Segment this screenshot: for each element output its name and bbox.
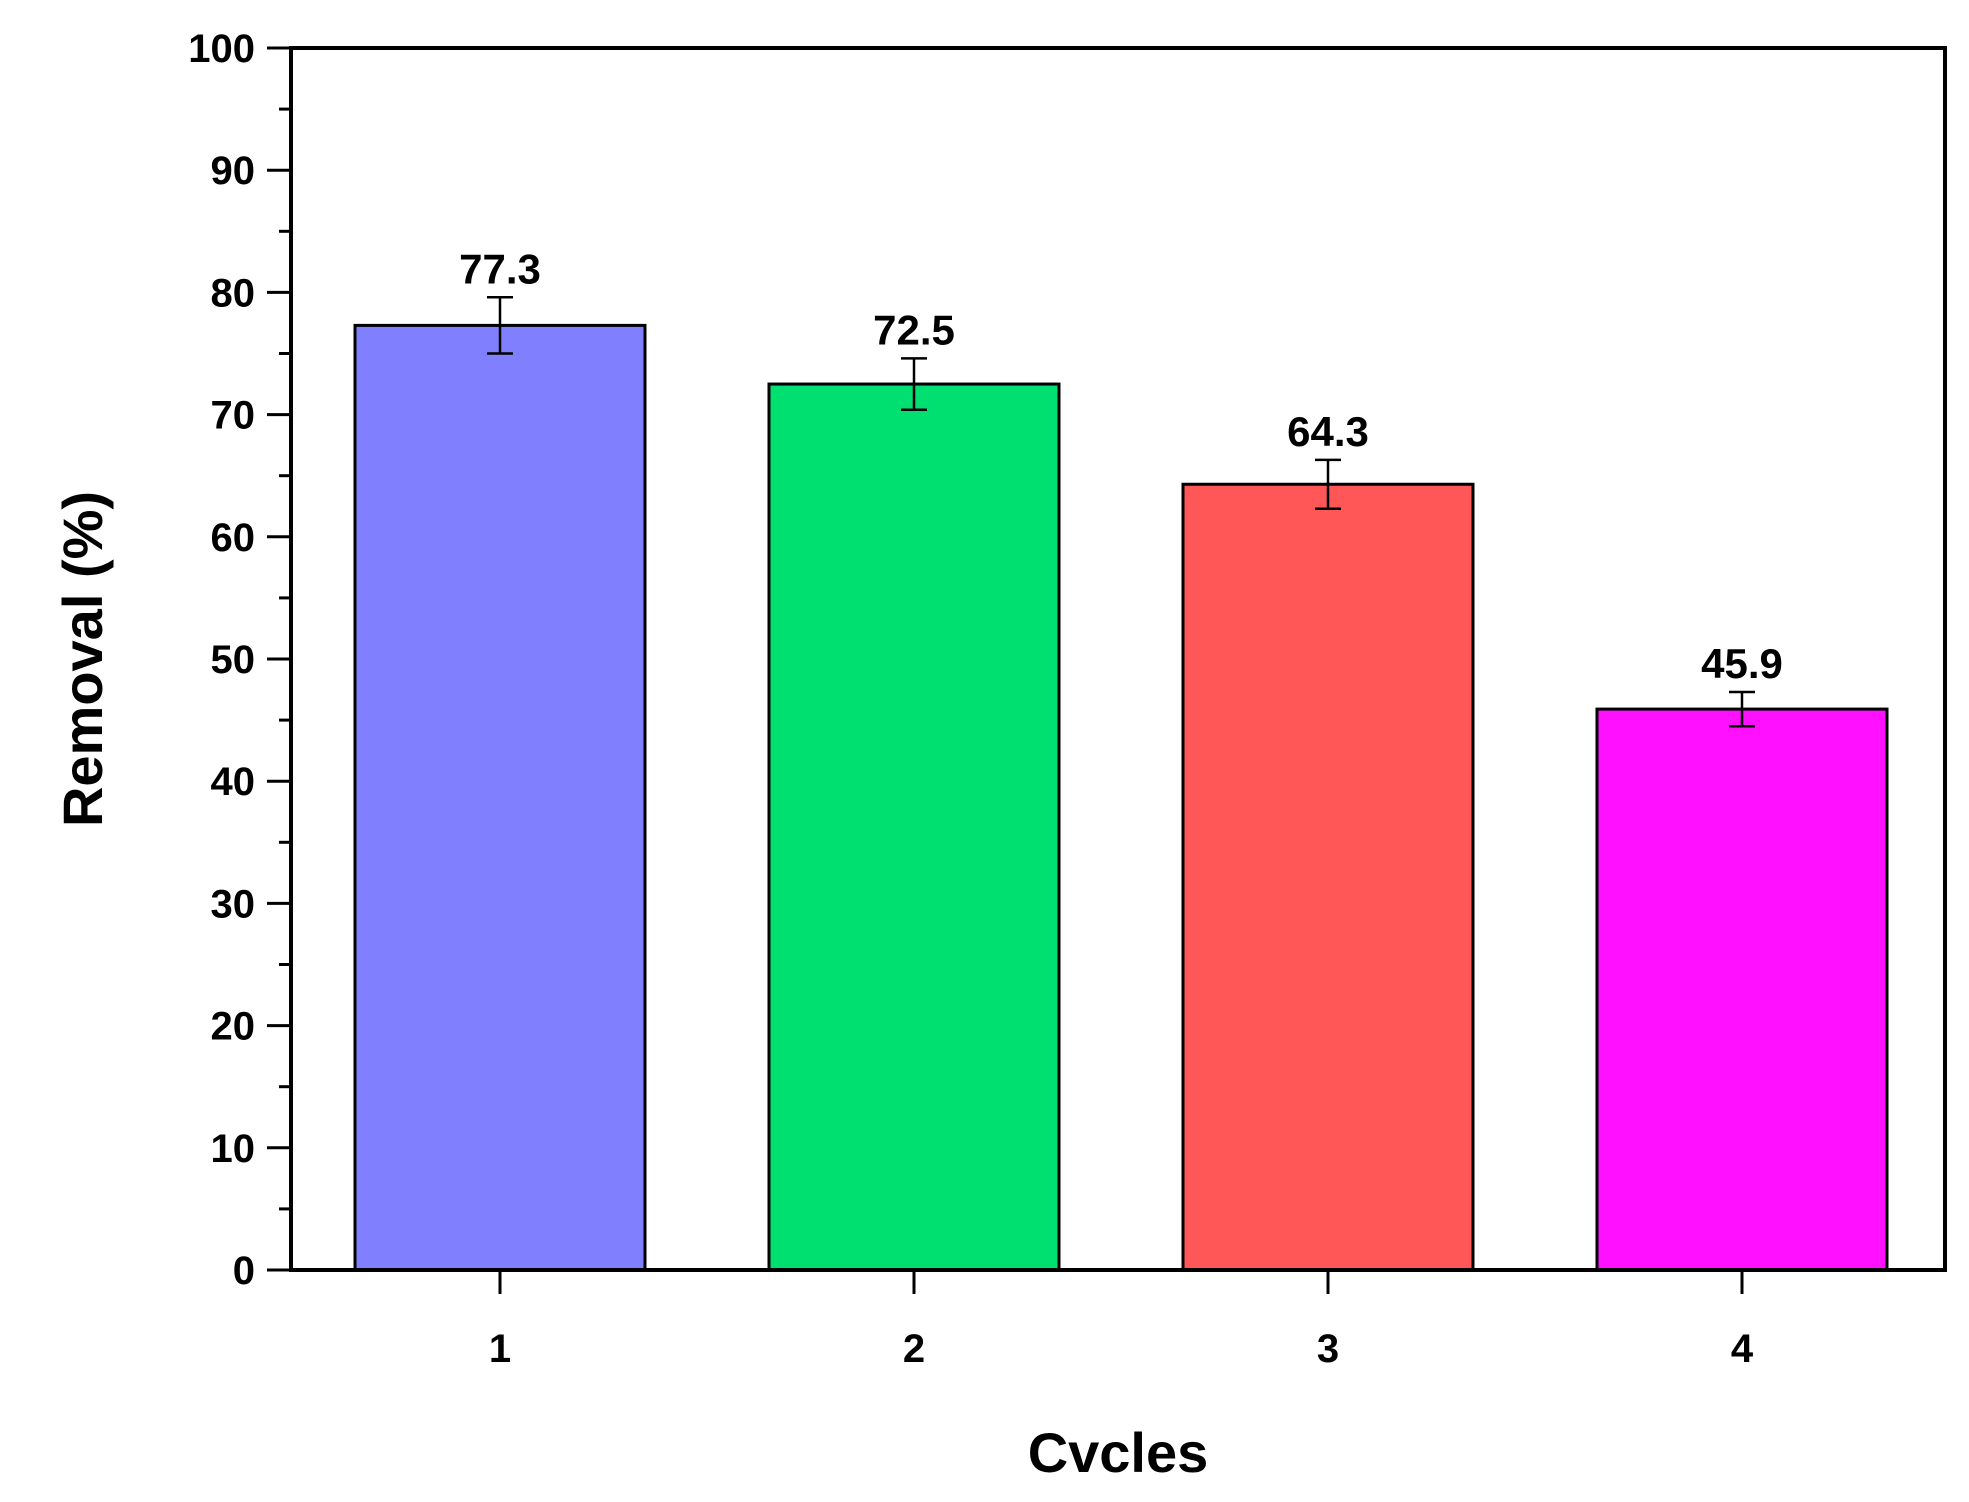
- y-tick-label-70: 70: [211, 394, 256, 438]
- y-tick-label-10: 10: [211, 1127, 256, 1171]
- y-tick-label-0: 0: [233, 1249, 255, 1293]
- bar-4: [1595, 707, 1889, 1272]
- bar-2: [767, 382, 1061, 1272]
- y-tick-label-80: 80: [211, 271, 256, 315]
- y-tick-label-20: 20: [211, 1005, 256, 1049]
- y-tick-label-40: 40: [211, 760, 256, 804]
- value-label-1: 77.3: [459, 245, 541, 292]
- y-tick-label-50: 50: [211, 638, 256, 682]
- value-label-2: 72.5: [873, 306, 955, 353]
- bar-1: [353, 323, 647, 1272]
- bar-3: [1181, 482, 1475, 1272]
- bars-layer: 77.3 72.5 64.3 45.9: [353, 245, 1889, 1272]
- plot-frame: [289, 46, 1947, 1272]
- y-axis-title: Removal (%): [51, 491, 114, 827]
- x-tick-label-1: 1: [489, 1327, 511, 1371]
- value-label-3: 64.3: [1287, 408, 1369, 455]
- x-tick-label-4: 4: [1731, 1327, 1754, 1371]
- y-tick-label-90: 90: [211, 149, 256, 193]
- y-tick-label-60: 60: [211, 516, 256, 560]
- y-tick-label-30: 30: [211, 882, 256, 926]
- x-tick-label-2: 2: [903, 1327, 925, 1371]
- x-tick-label-3: 3: [1317, 1327, 1339, 1371]
- y-tick-label-100: 100: [188, 27, 255, 71]
- x-axis-title: Cvcles: [1028, 1421, 1209, 1484]
- value-label-4: 45.9: [1701, 640, 1783, 687]
